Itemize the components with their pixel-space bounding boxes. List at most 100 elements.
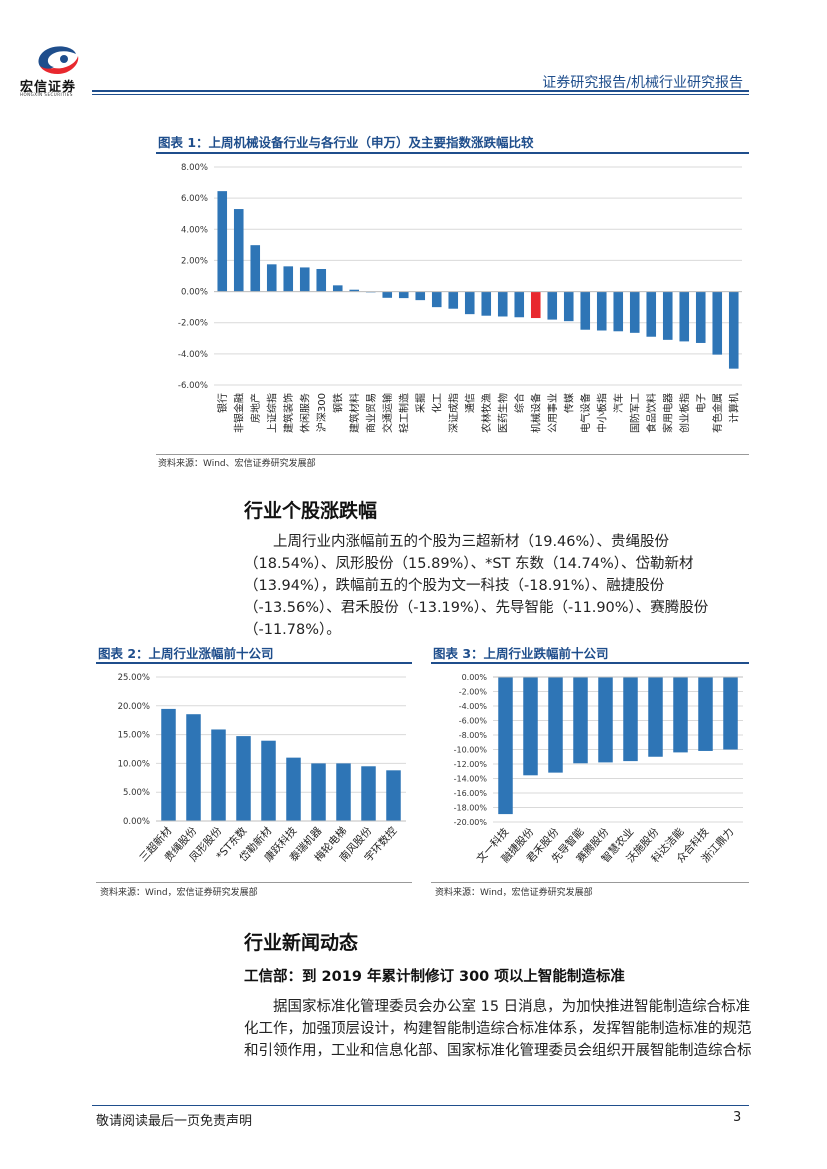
- y-tick-label: 6.00%: [181, 194, 208, 204]
- y-tick-label: -16.00%: [454, 789, 488, 798]
- bar: [299, 267, 310, 292]
- bar: [431, 291, 442, 308]
- y-tick-label: -4.00%: [459, 702, 488, 711]
- figure2-top-rule: [96, 662, 412, 664]
- top-gainers-chart: 0.00%5.00%10.00%15.00%20.00%25.00%三超新材贵绳…: [118, 673, 406, 864]
- category-label: 深证成指: [447, 393, 460, 433]
- figure3-title: 图表 3：上周行业跌幅前十公司: [433, 646, 609, 661]
- category-label: 化工: [430, 393, 443, 413]
- header-divider-thin: [92, 94, 749, 95]
- section-heading-news: 行业新闻动态: [244, 932, 359, 954]
- category-label: 农林牧渔: [480, 393, 493, 433]
- y-tick-label: 2.00%: [181, 256, 208, 266]
- y-tick-label: 4.00%: [181, 225, 208, 235]
- category-label: 综合: [513, 393, 526, 413]
- category-label: 公用事业: [546, 393, 559, 433]
- bar: [186, 714, 201, 821]
- category-label: 国防军工: [628, 393, 641, 433]
- stocks-paragraph: 上周行业内涨幅前五的个股为三超新材（19.46%）、贵绳股份（18.54%）、凤…: [244, 534, 709, 638]
- bar: [563, 291, 574, 322]
- category-label: 计算机: [727, 393, 740, 423]
- category-label: 食品饮料: [645, 393, 658, 433]
- bar: [286, 757, 301, 821]
- figure3-source: 资料来源：Wind，宏信证券研究发展部: [435, 888, 593, 898]
- y-tick-label: -10.00%: [454, 746, 488, 755]
- company-logo: [18, 40, 98, 96]
- y-tick-label: -12.00%: [454, 760, 488, 769]
- category-label: 创业板指: [678, 393, 691, 433]
- header-divider: [92, 90, 749, 92]
- bar: [266, 264, 277, 292]
- category-label: 通信: [464, 393, 476, 413]
- y-tick-label: -14.00%: [454, 775, 488, 784]
- logo-text: 宏信证券: [20, 80, 77, 95]
- bar: [646, 291, 657, 337]
- category-label: 建筑材料: [348, 393, 361, 433]
- y-tick-label: 0.00%: [181, 288, 208, 298]
- category-label: 有色金属: [711, 393, 724, 433]
- category-label: 中小板指: [595, 393, 608, 433]
- top-losers-chart: -20.00% -18.00% -16.00% -14.00% -12.00% -10.0…: [454, 673, 743, 865]
- category-label: 传媒: [563, 393, 575, 413]
- bar: [336, 763, 351, 821]
- category-label: 交通运输: [381, 393, 394, 433]
- bar: [498, 677, 513, 815]
- bar: [728, 291, 739, 369]
- category-label: 医药生物: [496, 393, 509, 433]
- category-label: 汽车: [612, 393, 625, 413]
- y-tick-label: -6.00%: [178, 381, 208, 391]
- report-title: 证券研究报告/机械行业研究报告: [542, 75, 743, 91]
- y-tick-label: 0.00%: [462, 673, 488, 682]
- footer-divider: [92, 1105, 749, 1106]
- bar: [161, 708, 176, 821]
- bar: [548, 677, 563, 773]
- bar: [316, 268, 327, 292]
- bar: [415, 291, 426, 301]
- bar: [662, 291, 673, 340]
- category-label: 钢铁: [331, 393, 344, 413]
- bar: [723, 677, 738, 750]
- figure3-bottom-rule: [431, 882, 749, 883]
- bar: [481, 291, 492, 316]
- bar: [623, 677, 638, 762]
- bar: [361, 766, 376, 821]
- y-tick-label: -20.00%: [454, 818, 488, 827]
- figure1-source: 资料来源：Wind、宏信证券研究发展部: [158, 459, 316, 469]
- bar: [580, 291, 591, 330]
- figure1-top-rule: [156, 152, 749, 154]
- bar: [464, 291, 475, 315]
- bar: [382, 291, 393, 298]
- bar: [332, 285, 343, 292]
- category-label: 休闲服务: [298, 393, 311, 433]
- y-tick-label: 20.00%: [118, 702, 150, 712]
- section-heading-stocks: 行业个股涨跌幅: [244, 500, 378, 522]
- logo-english-text: HONGXIN SECURITIES: [20, 92, 73, 97]
- page-number: 3: [733, 1110, 742, 1125]
- bar: [673, 677, 688, 753]
- bar: [712, 291, 723, 355]
- category-label: 采掘: [414, 393, 427, 413]
- bar: [386, 770, 401, 821]
- category-label: 电子: [694, 393, 707, 413]
- y-tick-label: 0.00%: [123, 817, 150, 827]
- news-paragraph: 据国家标准化管理委员会办公室 15 日消息，为加快推进智能制造综合标准化工作，加…: [244, 999, 752, 1059]
- category-label: 商业贸易: [364, 393, 377, 433]
- category-label: 上证综指: [265, 393, 278, 433]
- category-label: 家用电器: [661, 393, 674, 433]
- figure1-title: 图表 1：上周机械设备行业与各行业（申万）及主要指数涨跌幅比较: [158, 135, 534, 150]
- bar: [311, 763, 326, 821]
- bar: [236, 736, 251, 821]
- figure1-bottom-rule: [156, 454, 749, 455]
- category-label: 非银金融: [232, 393, 245, 433]
- bar: [698, 677, 713, 751]
- bar: [523, 677, 538, 776]
- category-label: 机械设备: [529, 393, 542, 433]
- figure2-title: 图表 2：上周行业涨幅前十公司: [98, 646, 274, 661]
- y-tick-label: 25.00%: [118, 673, 150, 683]
- figure3-top-rule: [431, 662, 749, 664]
- y-tick-label: -4.00%: [178, 350, 208, 360]
- bar: [679, 291, 690, 342]
- y-tick-label: 10.00%: [118, 759, 150, 769]
- y-tick-label: 5.00%: [123, 788, 150, 798]
- bar: [613, 291, 624, 332]
